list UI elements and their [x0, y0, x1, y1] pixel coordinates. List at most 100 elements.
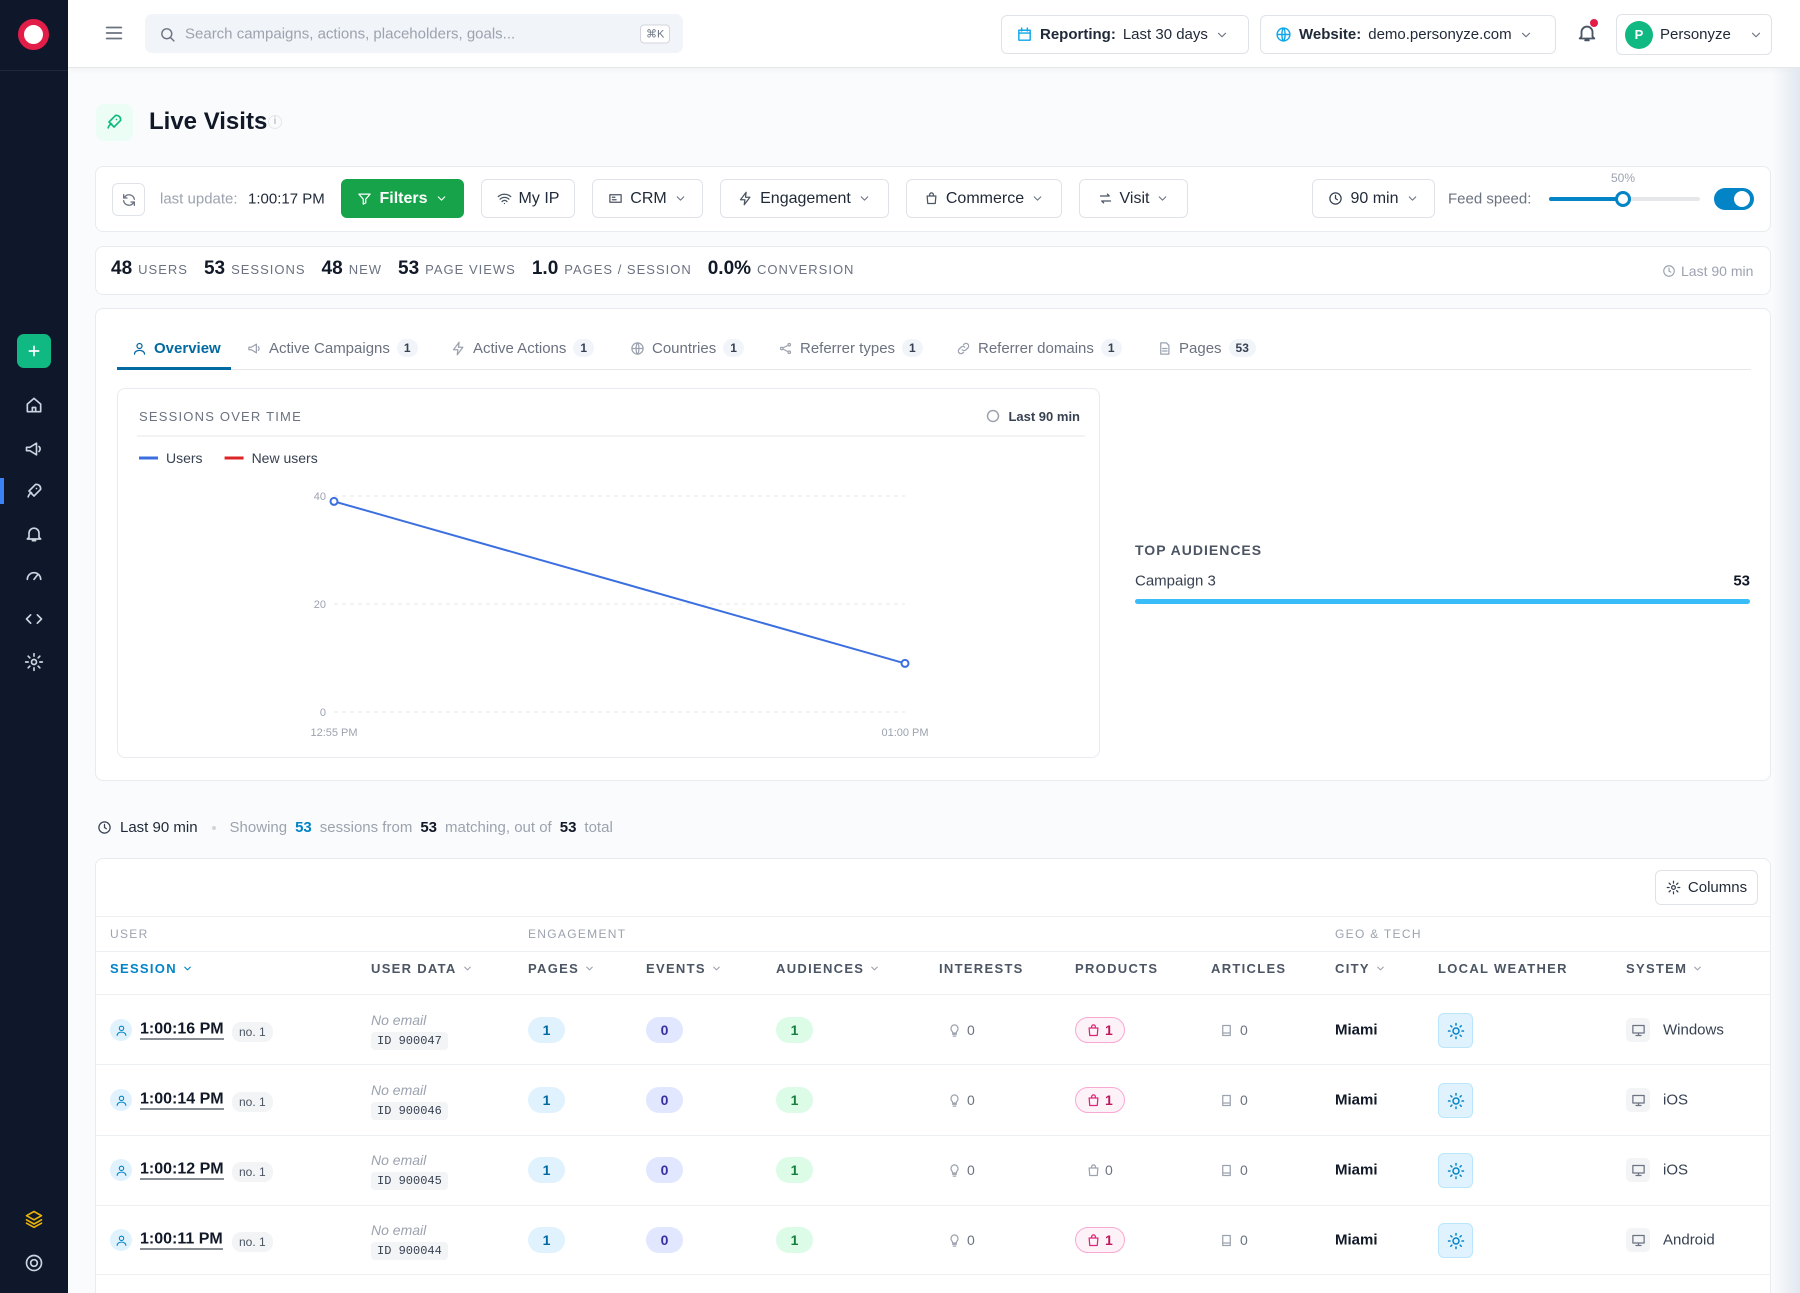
icon-path — [631, 341, 644, 355]
products-count: 1 — [1105, 1022, 1113, 1038]
toolbar-button[interactable]: My IP — [481, 179, 575, 218]
last-update-label: last update: — [160, 190, 238, 208]
tab-count: 1 — [902, 339, 923, 357]
toolbar-button[interactable]: CRM — [592, 179, 703, 218]
icon-path — [25, 614, 43, 624]
count-pill: 1 — [776, 1087, 813, 1113]
icon — [1447, 1232, 1465, 1250]
icon — [1088, 1233, 1098, 1246]
row-divider — [96, 1274, 1770, 1275]
tab[interactable]: Referrer types 1 — [778, 336, 923, 360]
column-header: PRODUCTS — [1075, 961, 1158, 976]
icon — [586, 966, 593, 971]
x-tick-label: 12:55 PM — [310, 727, 357, 739]
header-label: LOCAL WEATHER — [1438, 961, 1568, 976]
count-pill: 0 — [646, 1157, 683, 1183]
icon — [25, 442, 41, 456]
column-header[interactable]: SESSION — [110, 961, 193, 976]
search-box[interactable]: Search campaigns, actions, placeholders,… — [145, 14, 683, 53]
icon — [1631, 1164, 1645, 1176]
count-pill: 1 — [776, 1157, 813, 1183]
audience-bar — [1135, 599, 1750, 604]
tab-label: Referrer types — [800, 339, 896, 357]
tab[interactable]: Countries 1 — [630, 336, 744, 360]
columns-button[interactable]: Columns — [1655, 870, 1758, 905]
column-header[interactable]: AUDIENCES — [776, 961, 880, 976]
tab-divider — [117, 369, 1751, 370]
icon — [116, 1235, 126, 1246]
user-icon — [110, 1229, 132, 1251]
tab-underline — [117, 367, 231, 370]
icon-path — [24, 652, 44, 672]
button-label: My IP — [518, 189, 560, 207]
tab[interactable]: Pages 53 — [1157, 336, 1256, 360]
column-header[interactable]: EVENTS — [646, 961, 722, 976]
icon — [116, 1165, 126, 1176]
session-time: 1:00:12 PM — [140, 1160, 224, 1180]
header-label: PRODUCTS — [1075, 961, 1159, 976]
icon-path — [1221, 1164, 1231, 1176]
tab[interactable]: Overview — [132, 336, 221, 360]
icon-path — [116, 1235, 126, 1246]
icon-path — [1018, 27, 1031, 41]
articles-count: 0 — [1240, 1162, 1248, 1178]
icon-path — [26, 527, 42, 542]
icon — [779, 342, 792, 354]
profile-dropdown[interactable]: P Personyze — [1616, 14, 1772, 55]
icon — [26, 397, 42, 413]
icon-path — [1159, 196, 1167, 201]
column-header: INTERESTS — [939, 961, 1024, 976]
system-icon — [1626, 1228, 1650, 1252]
icon — [107, 114, 122, 129]
toolbar-button[interactable]: Filters — [341, 179, 464, 218]
group-header: USER — [110, 927, 149, 941]
slider-knob[interactable] — [1615, 191, 1631, 207]
tab[interactable]: Active Actions 1 — [451, 336, 595, 360]
table-card — [95, 858, 1771, 1293]
top-audiences-title: TOP AUDIENCES — [1135, 542, 1263, 558]
icon-path — [1221, 1024, 1231, 1036]
icon-path — [437, 196, 445, 201]
toolbar-button[interactable]: Engagement — [720, 179, 889, 218]
icon — [116, 1025, 126, 1036]
window-dropdown[interactable]: 90 min — [1312, 179, 1435, 218]
icon — [1447, 1092, 1465, 1110]
icon — [1751, 32, 1761, 37]
row-divider — [96, 1064, 1770, 1065]
user-id: ID 900045 — [371, 1172, 448, 1190]
notification-dot — [1590, 19, 1598, 27]
icon-path — [107, 114, 122, 129]
tab[interactable]: Active Campaigns 1 — [247, 336, 418, 360]
tab-label: Referrer domains — [978, 339, 1094, 357]
column-header[interactable]: CITY — [1335, 961, 1386, 976]
session-time: 1:00:16 PM — [140, 1020, 224, 1040]
header-label: ARTICLES — [1211, 961, 1287, 976]
chart-card — [117, 388, 1100, 758]
feed-toggle[interactable] — [1714, 188, 1754, 210]
icon — [1631, 1094, 1645, 1106]
user-email: No email — [371, 1222, 427, 1238]
toolbar-button[interactable]: Commerce — [906, 179, 1062, 218]
summary-line: Last 90 min Showing 53 sessions from 53 match… — [97, 819, 613, 836]
icon — [1033, 196, 1042, 201]
toolbar-button[interactable]: Visit — [1079, 179, 1188, 218]
tab-count: 53 — [1228, 339, 1256, 357]
icon-path — [1088, 1023, 1098, 1036]
column-header[interactable]: PAGES — [528, 961, 595, 976]
column-header[interactable]: SYSTEM — [1626, 961, 1703, 976]
reporting-dropdown[interactable]: Reporting: Last 30 days — [1001, 15, 1249, 54]
create-button[interactable] — [17, 334, 51, 368]
chart-title: SESSIONS OVER TIME — [139, 409, 302, 424]
icon-path — [133, 342, 146, 355]
icon — [949, 1023, 959, 1037]
product-pill — [1075, 1087, 1125, 1113]
website-dropdown[interactable]: Website: demo.personyze.com — [1260, 15, 1556, 54]
product-pill — [1075, 1227, 1125, 1253]
column-header[interactable]: USER DATA — [371, 961, 473, 976]
tab[interactable]: Referrer domains 1 — [956, 336, 1122, 360]
refresh-button[interactable] — [112, 183, 145, 216]
icon — [1631, 1024, 1645, 1036]
icon — [1631, 1234, 1645, 1246]
icon — [1447, 1022, 1465, 1040]
icon — [26, 571, 42, 581]
